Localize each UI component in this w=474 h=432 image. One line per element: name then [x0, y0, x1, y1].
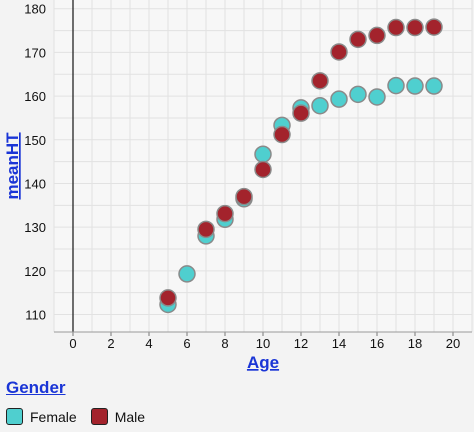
- y-tick-label: 140: [24, 176, 46, 191]
- y-tick-label: 110: [25, 308, 46, 323]
- x-tick-label: 4: [145, 336, 152, 351]
- male-point[interactable]: [425, 18, 443, 36]
- male-point[interactable]: [216, 204, 234, 223]
- y-axis-title[interactable]: meanHT: [3, 132, 22, 200]
- y-tick-label: 120: [24, 264, 46, 279]
- y-tick-label: 130: [24, 220, 46, 235]
- x-axis-title[interactable]: Age: [247, 353, 279, 372]
- female-point[interactable]: [425, 77, 443, 95]
- male-point[interactable]: [349, 30, 367, 49]
- y-tick-label: 180: [24, 2, 46, 17]
- female-point[interactable]: [349, 85, 367, 104]
- x-tick-label: 10: [256, 336, 270, 351]
- x-tick-label: 20: [446, 336, 460, 351]
- male-point[interactable]: [368, 26, 386, 45]
- male-point[interactable]: [235, 187, 253, 206]
- legend: Gender Female Male: [6, 378, 159, 425]
- female-point[interactable]: [330, 90, 348, 108]
- legend-items: Female Male: [6, 408, 159, 425]
- female-swatch: [6, 408, 23, 425]
- y-tick-label: 150: [24, 133, 46, 148]
- female-point[interactable]: [368, 88, 386, 106]
- female-point[interactable]: [311, 96, 329, 115]
- axes: [54, 0, 472, 336]
- female-point[interactable]: [387, 76, 405, 95]
- male-point[interactable]: [292, 104, 310, 122]
- male-point[interactable]: [387, 18, 405, 37]
- male-swatch: [90, 408, 108, 425]
- x-tick-label: 16: [370, 336, 384, 351]
- grid-lines: [53, 0, 473, 332]
- male-point[interactable]: [311, 72, 329, 90]
- legend-item-male[interactable]: Male: [90, 408, 146, 425]
- scatter-chart: 0 2 4 6 8 10 12 14 16 18 20 110 120 130 140 150 160 170 18…: [3, 0, 473, 372]
- male-point[interactable]: [330, 43, 348, 61]
- x-tick-label: 14: [332, 336, 346, 351]
- x-tick-label: 2: [107, 336, 114, 351]
- x-tick-label: 8: [221, 336, 228, 351]
- legend-item-female[interactable]: Female: [6, 408, 77, 425]
- legend-label-male: Male: [114, 408, 146, 425]
- male-point[interactable]: [197, 220, 215, 239]
- x-tick-label: 6: [183, 336, 190, 351]
- male-point[interactable]: [159, 289, 177, 307]
- female-point[interactable]: [254, 145, 272, 163]
- male-point[interactable]: [273, 125, 291, 144]
- data-points: [159, 18, 443, 314]
- male-point[interactable]: [406, 18, 424, 37]
- x-tick-label: 12: [294, 336, 308, 351]
- x-tick-label: 0: [69, 336, 76, 351]
- y-tick-label: 160: [24, 89, 46, 104]
- female-point[interactable]: [406, 77, 424, 95]
- y-tick-label: 170: [24, 45, 46, 60]
- legend-title[interactable]: Gender: [6, 378, 66, 397]
- tick-labels: 0 2 4 6 8 10 12 14 16 18 20 110 120 130 140 150 160 170 18…: [24, 2, 460, 351]
- legend-label-female: Female: [30, 408, 77, 425]
- x-tick-label: 18: [408, 336, 422, 351]
- female-point[interactable]: [178, 265, 196, 283]
- male-point[interactable]: [254, 160, 272, 179]
